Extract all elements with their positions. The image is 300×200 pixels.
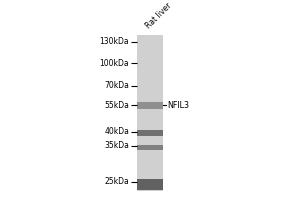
Bar — [136, 130, 164, 136]
Text: 55kDa: 55kDa — [104, 101, 129, 110]
Text: Rat liver: Rat liver — [144, 2, 173, 31]
Text: NFIL3: NFIL3 — [167, 101, 189, 110]
Text: 40kDa: 40kDa — [104, 127, 129, 136]
Text: 70kDa: 70kDa — [104, 81, 129, 90]
Bar — [136, 145, 164, 150]
Text: 25kDa: 25kDa — [104, 177, 129, 186]
Text: 100kDa: 100kDa — [100, 59, 129, 68]
Bar — [136, 35, 164, 191]
Bar — [136, 102, 164, 109]
Text: 130kDa: 130kDa — [100, 37, 129, 46]
Text: 35kDa: 35kDa — [104, 141, 129, 150]
Bar — [136, 179, 164, 190]
